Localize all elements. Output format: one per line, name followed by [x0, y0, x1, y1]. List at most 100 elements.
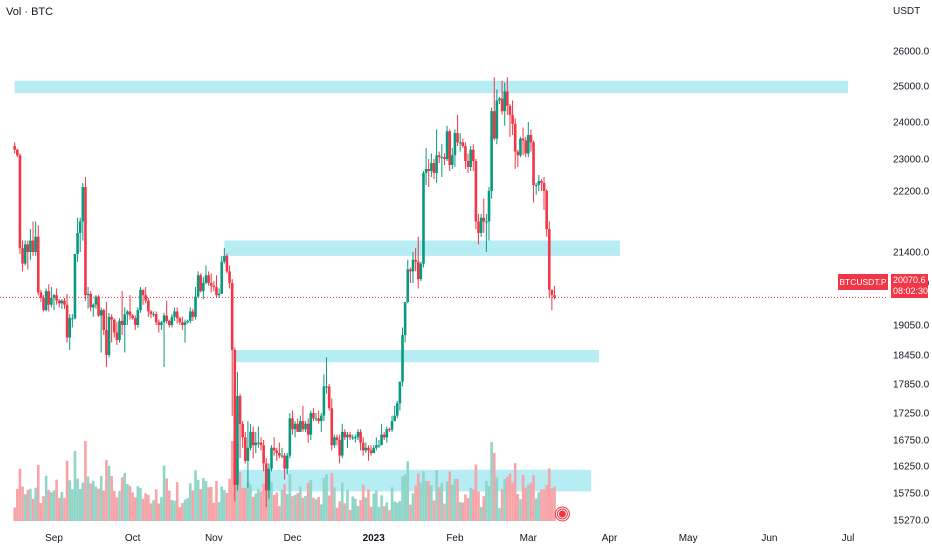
volume-bar: [178, 507, 182, 521]
volume-bar: [540, 489, 543, 521]
volume-bar: [165, 478, 168, 521]
candle-body: [249, 431, 252, 448]
volume-bar: [322, 478, 326, 521]
candle-body: [385, 429, 389, 438]
volume-bar: [348, 509, 352, 521]
volume-bar: [55, 479, 58, 521]
candle-body: [314, 418, 318, 420]
x-tick-label: Feb: [446, 533, 464, 544]
volume-bar: [333, 487, 336, 521]
candle-body: [338, 440, 341, 456]
volume-bar: [60, 492, 64, 521]
volume-bar: [68, 480, 72, 521]
candle-body: [139, 289, 142, 311]
candle-body: [398, 381, 402, 404]
candle-body: [149, 311, 153, 315]
volume-bar: [288, 474, 292, 521]
candle-body: [464, 146, 467, 161]
volume-bar: [521, 474, 525, 521]
volume-bar: [351, 496, 355, 521]
candle-body: [367, 447, 370, 451]
candle-body: [377, 445, 381, 447]
candle-body: [60, 300, 64, 304]
volume-bar: [183, 499, 187, 521]
volume-bar: [86, 476, 90, 521]
candle-body: [217, 293, 221, 296]
volume-bar: [47, 489, 51, 521]
x-tick-label: Sep: [45, 533, 63, 544]
candle-body: [319, 415, 323, 422]
volume-bar: [474, 464, 478, 521]
candle-body: [416, 261, 420, 280]
volume-bar: [238, 472, 242, 521]
volume-bar: [128, 485, 132, 521]
volume-bar: [21, 486, 24, 521]
candle-body: [545, 191, 548, 230]
volume-bar: [393, 501, 396, 521]
volume-bar: [123, 472, 127, 521]
candle-body: [55, 295, 58, 301]
volume-bar: [529, 482, 533, 521]
y-tick-label: 21400.0: [893, 248, 930, 259]
candle-body: [411, 259, 415, 272]
volume-bar: [432, 500, 436, 521]
candle-body: [432, 163, 436, 173]
volume-bar: [71, 489, 74, 521]
volume-bar: [84, 441, 87, 521]
candle-body: [207, 275, 210, 283]
candle-body: [388, 429, 391, 431]
volume-bar: [241, 488, 244, 521]
candle-body: [191, 311, 195, 317]
volume-bar: [319, 504, 323, 521]
candle-body: [443, 157, 446, 159]
candle-body: [120, 320, 124, 325]
y-tick-label: 16750.0: [893, 436, 930, 447]
volume-bar: [440, 483, 444, 521]
x-tick-label: Jul: [842, 533, 855, 544]
candle-body: [519, 138, 522, 156]
x-tick-label: 2023: [363, 533, 386, 544]
candle-body: [170, 316, 174, 325]
volume-bar: [346, 490, 349, 521]
candle-body: [487, 191, 491, 222]
candle-body: [414, 259, 417, 262]
candle-body: [78, 221, 82, 233]
volume-bar: [139, 488, 142, 521]
volume-bar: [228, 478, 231, 521]
volume-bar: [215, 481, 218, 521]
candle-body: [503, 91, 507, 112]
candle-body: [68, 318, 72, 338]
volume-bar: [500, 489, 504, 521]
volume-bar: [427, 481, 431, 521]
volume-bar: [443, 503, 446, 521]
volume-bar: [102, 490, 106, 521]
candle-body: [527, 134, 530, 154]
volume-bar: [29, 488, 32, 521]
candle-body: [335, 437, 339, 440]
volume-indicator-label[interactable]: Vol · BTC: [6, 6, 54, 18]
candle-body: [107, 316, 111, 355]
volume-bar: [105, 459, 108, 521]
candle-body: [382, 434, 386, 438]
volume-bar: [52, 490, 56, 521]
volume-bar: [317, 497, 320, 521]
volume-bar: [230, 441, 234, 521]
candle-body: [317, 418, 320, 422]
candle-body: [330, 408, 334, 446]
candle-body: [89, 293, 92, 308]
candle-body: [26, 244, 30, 252]
candle-body: [285, 455, 289, 469]
volume-bar: [262, 483, 265, 521]
volume-bar: [495, 477, 499, 521]
candle-body: [304, 423, 307, 430]
x-tick-label: Apr: [602, 533, 618, 544]
candle-body: [458, 142, 462, 144]
volume-bar: [133, 497, 137, 521]
y-tick-label: 23000.0: [893, 155, 930, 166]
volume-bar: [249, 484, 252, 521]
candle-body: [409, 269, 412, 272]
volume-bar: [485, 481, 488, 521]
candle-body: [141, 289, 145, 296]
